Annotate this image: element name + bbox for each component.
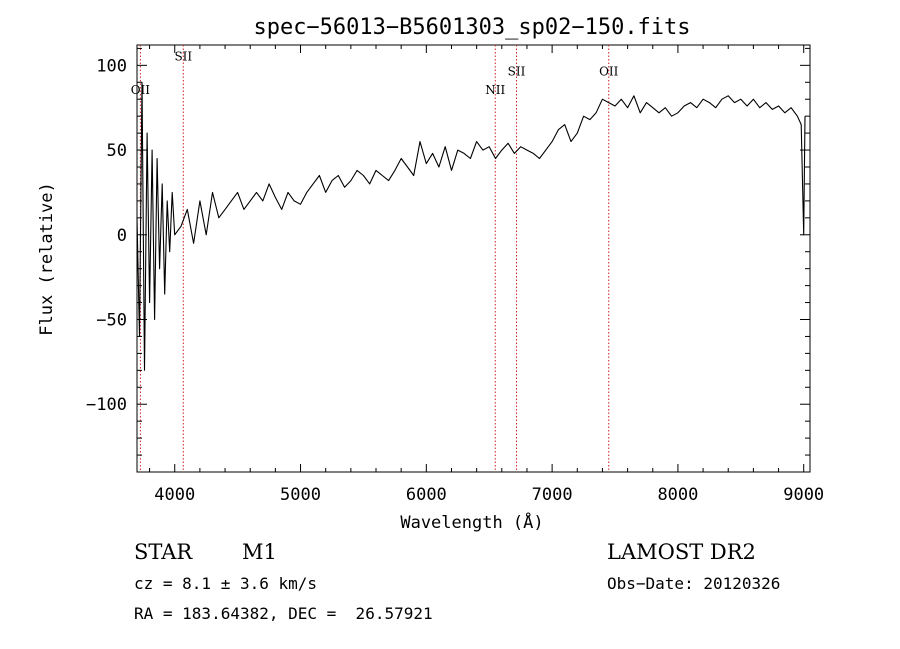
object-class: STAR (134, 540, 193, 564)
y-tick-label-3: 50 (107, 141, 127, 161)
x-axis-ticks: 4000 5000 6000 7000 8000 9000 (149, 45, 824, 505)
chart-title: spec−56013−B5601303_sp02−150.fits (253, 15, 690, 40)
x-tick-label-4: 8000 (657, 485, 698, 505)
x-tick-label-2: 6000 (406, 485, 447, 505)
y-tick-label-2: 0 (117, 226, 127, 246)
x-tick-label-1: 5000 (280, 485, 321, 505)
y-tick-label-4: 100 (96, 56, 127, 76)
object-subclass: M1 (242, 540, 277, 564)
marker-label-3: SII (508, 65, 526, 79)
y-tick-label-1: −50 (96, 311, 127, 331)
x-tick-label-5: 9000 (783, 485, 824, 505)
coordinates-readout: RA = 183.64382, DEC = 26.57921 (134, 604, 433, 623)
y-tick-label-0: −100 (86, 395, 127, 415)
marker-label-1: SII (174, 49, 192, 63)
spectrum-series (136, 81, 806, 371)
survey-name: LAMOST DR2 (607, 540, 756, 564)
marker-label-2: NII (485, 83, 505, 97)
marker-label-0: OII (131, 83, 151, 97)
redshift-readout: cz = 8.1 ± 3.6 km/s (134, 574, 318, 593)
y-axis-ticks: −100 −50 0 50 100 (86, 47, 810, 456)
marker-label-4: OII (599, 65, 619, 79)
x-tick-label-3: 7000 (532, 485, 573, 505)
plot-frame (136, 44, 811, 473)
spectrum-line-0 (136, 81, 806, 371)
x-tick-label-0: 4000 (154, 485, 195, 505)
x-axis-label: Wavelength (Å) (400, 511, 543, 533)
y-axis-label: Flux (relative) (37, 182, 57, 336)
observation-date: Obs−Date: 20120326 (607, 574, 781, 593)
